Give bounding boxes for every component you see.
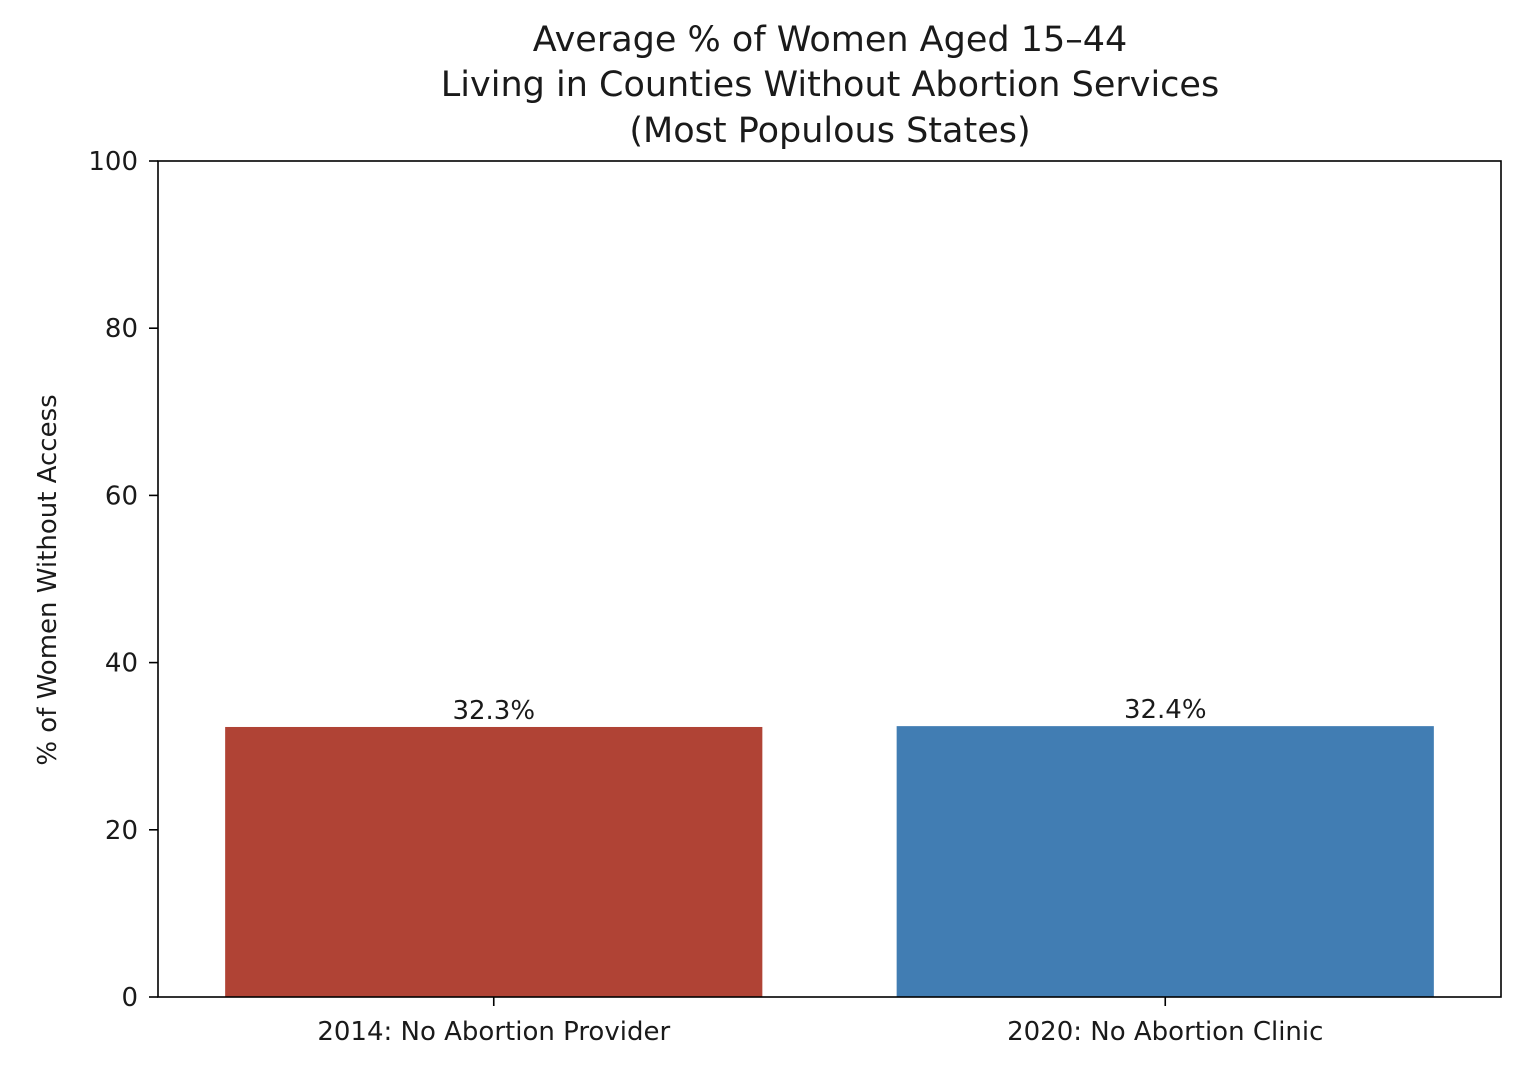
bars-group [225, 726, 1434, 997]
x-tick-label-0: 2014: No Abortion Provider [317, 1017, 670, 1047]
plot-area-frame [157, 160, 1502, 998]
y-axis-ticks: 0 20 40 60 80 100 [88, 147, 158, 1013]
bar-value-label-1: 32.4% [1124, 695, 1207, 725]
chart-title: Average % of Women Aged 15–44 Living in … [441, 20, 1219, 151]
y-tick-label-1: 20 [105, 816, 138, 846]
bar-1 [896, 726, 1434, 997]
bar-value-label-0: 32.3% [452, 696, 535, 726]
y-tick-label-4: 80 [105, 314, 138, 344]
x-tick-label-1: 2020: No Abortion Clinic [1007, 1017, 1323, 1047]
bar-0 [225, 726, 763, 997]
y-tick-label-5: 100 [88, 147, 138, 177]
y-tick-label-3: 60 [105, 481, 138, 511]
y-axis-label: % of Women Without Access [33, 394, 63, 765]
chart-title-line-3: (Most Populous States) [629, 111, 1030, 151]
y-tick-label-2: 40 [105, 649, 138, 679]
y-tick-label-0: 0 [121, 983, 138, 1013]
data-labels-group: 32.3% 32.4% [452, 695, 1206, 726]
x-axis-ticks: 2014: No Abortion Provider 2020: No Abort… [317, 997, 1323, 1047]
chart-title-line-1: Average % of Women Aged 15–44 [533, 20, 1128, 60]
chart-title-line-2: Living in Counties Without Abortion Serv… [441, 65, 1219, 105]
